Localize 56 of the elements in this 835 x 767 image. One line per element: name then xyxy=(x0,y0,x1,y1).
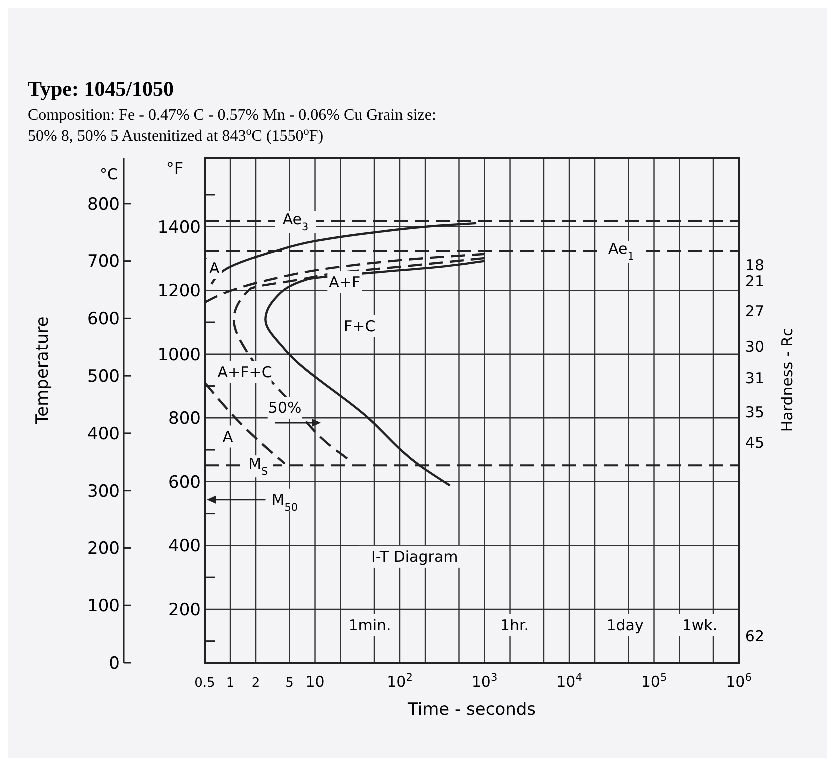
y2-tick-label: 600 xyxy=(168,472,201,493)
x-tick-label: 10$^{5}$ xyxy=(641,672,668,691)
y2-tick-label: 400 xyxy=(168,536,201,557)
y2-tick-label: 200 xyxy=(168,600,201,620)
text: Hardness - Rc xyxy=(778,328,796,432)
annotation: 50% xyxy=(268,399,302,418)
y-axis-title: Temperature xyxy=(33,316,53,426)
x-tick-label: 2 xyxy=(252,676,260,691)
text: °C xyxy=(100,165,118,184)
annotation: I-T Diagram xyxy=(371,548,458,566)
x-tick-label: 10$^{6}$ xyxy=(726,672,752,691)
y2-tick-label: 1000 xyxy=(158,345,201,366)
y-tick-label: 400 xyxy=(88,424,120,444)
annotation: A+F+C xyxy=(218,363,272,382)
y-tick-label: 0 xyxy=(109,654,120,674)
chart-subtitle: Composition: Fe - 0.47% C - 0.57% Mn - 0.06% Cu Grain size: 50% 8, 50% 5 Austenitized at 843$^{o}$C (1550$^{o}$F) xyxy=(28,107,436,145)
text: 27 xyxy=(745,302,764,320)
y-tick-label: 200 xyxy=(88,539,120,560)
x-tick-label: 1 xyxy=(226,676,235,691)
y2-tick-label: 800 xyxy=(168,409,201,430)
annotation: 1min. xyxy=(348,616,392,634)
annotation: 1day xyxy=(606,616,644,634)
y-tick-label: 700 xyxy=(88,252,120,272)
annotation: A+F xyxy=(329,273,361,292)
text: 31 xyxy=(745,369,764,388)
ref-line-label: Ae$_{1}$ xyxy=(608,240,634,264)
text: 45 xyxy=(745,434,764,452)
annotation: 1hr. xyxy=(500,616,530,634)
annotation: 1wk. xyxy=(682,616,718,634)
ref-line-label: Ae$_{3}$ xyxy=(282,210,309,234)
ref-line-label: M$_{S}$ xyxy=(248,454,269,478)
y-tick-label: 300 xyxy=(88,482,120,502)
annotation: A xyxy=(209,259,220,278)
chart-title: Type: 1045/1050 xyxy=(28,77,174,101)
x-tick-label: 10$^{2}$ xyxy=(387,672,413,691)
x-axis-title: Time - seconds xyxy=(406,700,536,720)
annotation: F+C xyxy=(344,317,376,336)
text: 62 xyxy=(745,627,764,646)
y-tick-label: 800 xyxy=(88,194,120,215)
y2-tick-label: 1400 xyxy=(158,218,201,238)
y2-axis-title: °F xyxy=(166,159,184,178)
y2-tick-label: 1200 xyxy=(158,282,201,302)
x-tick-label: 10 xyxy=(306,673,325,691)
annotation: A xyxy=(222,428,234,446)
text: 30 xyxy=(745,338,764,356)
x-tick-label: 10$^{3}$ xyxy=(472,672,498,691)
y-tick-label: 500 xyxy=(88,367,120,388)
text: 35 xyxy=(745,403,764,422)
annotation: M$_{50}$ xyxy=(272,491,298,514)
y-tick-label: 100 xyxy=(88,596,120,617)
y-tick-label: 600 xyxy=(88,310,120,330)
x-tick-label: 0.5 xyxy=(194,676,216,691)
x-tick-label: 5 xyxy=(286,676,294,691)
x-tick-label: 10$^{4}$ xyxy=(556,672,583,691)
text: 21 xyxy=(745,272,764,290)
text: 18 xyxy=(745,256,764,274)
